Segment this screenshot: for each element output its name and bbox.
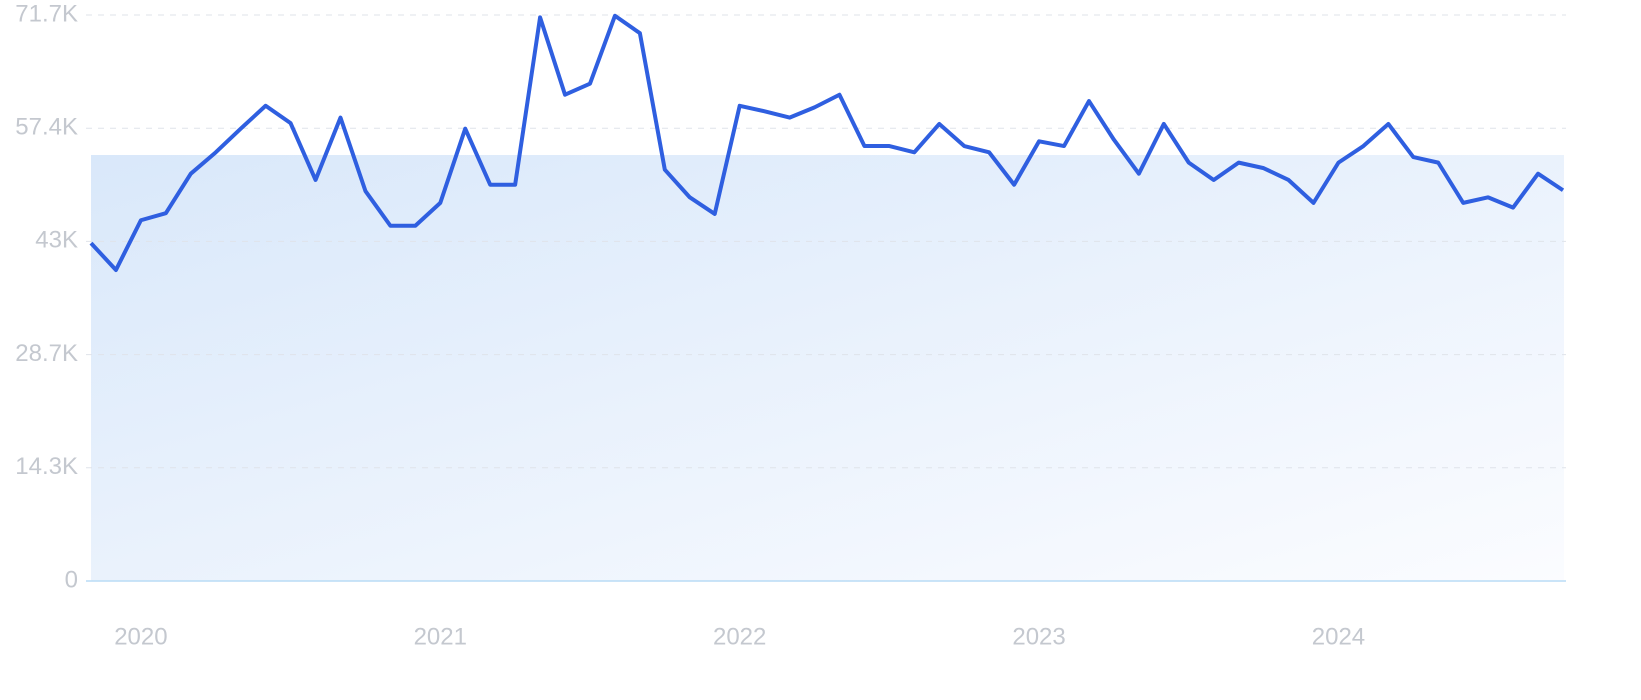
- y-tick-label: 28.7K: [15, 340, 78, 367]
- x-tick-label: 2024: [1312, 623, 1365, 650]
- y-tick-label: 0: [65, 566, 78, 593]
- x-tick-label: 2023: [1012, 623, 1065, 650]
- y-tick-label: 43K: [35, 227, 78, 254]
- background-band: [91, 155, 1564, 581]
- data-line: [89, 13, 1565, 272]
- x-tick-label: 2021: [414, 623, 467, 650]
- y-tick-label: 14.3K: [15, 453, 78, 480]
- y-tick-label: 71.7K: [15, 0, 78, 27]
- y-tick-label: 57.4K: [15, 114, 78, 141]
- x-tick-label: 2020: [114, 623, 167, 650]
- x-tick-label: 2022: [713, 623, 766, 650]
